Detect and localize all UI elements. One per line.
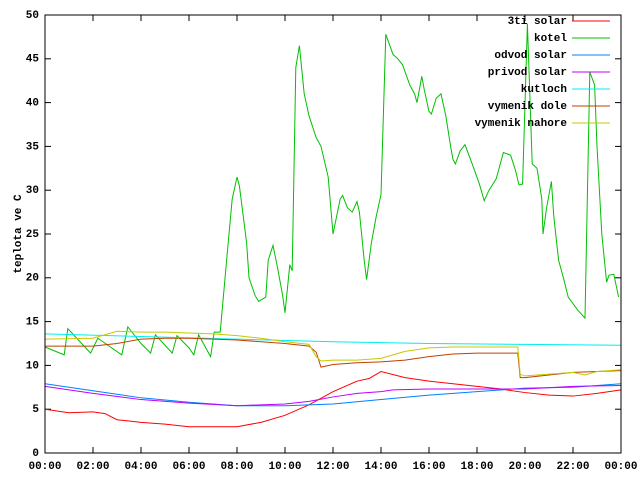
legend-label: kotel: [534, 33, 567, 45]
legend-label: privod solar: [488, 67, 567, 79]
x-tick-label: 18:00: [460, 461, 493, 473]
y-tick-label: 5: [32, 404, 39, 416]
legend-label: 3ti solar: [508, 16, 567, 28]
y-tick-label: 0: [32, 448, 39, 460]
y-tick-label: 45: [26, 54, 40, 66]
series-line: [44, 23, 620, 359]
legend-label: kutloch: [521, 84, 567, 96]
legend-label: odvod solar: [494, 50, 567, 62]
legend-label: vymenik nahore: [475, 118, 568, 130]
series-line: [44, 383, 622, 407]
series-line: [44, 333, 622, 346]
x-tick-label: 08:00: [220, 461, 253, 473]
series-line: [44, 385, 622, 407]
y-tick-label: 20: [26, 273, 39, 285]
x-tick-label: 00:00: [604, 461, 637, 473]
series-line: [44, 330, 622, 377]
y-axis-label: teplota ve C: [13, 194, 25, 274]
plot-frame: [44, 14, 622, 454]
x-tick-label: 20:00: [508, 461, 541, 473]
y-tick-label: 35: [26, 141, 40, 153]
x-tick-label: 04:00: [124, 461, 157, 473]
y-tick-label: 40: [26, 98, 39, 110]
y-tick-label: 30: [26, 185, 39, 197]
y-tick-label: 15: [26, 317, 40, 329]
x-tick-label: 22:00: [556, 461, 589, 473]
y-tick-label: 50: [26, 10, 39, 22]
x-tick-label: 10:00: [268, 461, 301, 473]
x-tick-label: 16:00: [412, 461, 445, 473]
series-line: [45, 337, 622, 379]
y-tick-label: 25: [26, 229, 40, 241]
series-line: [44, 370, 622, 428]
x-tick-label: 06:00: [172, 461, 205, 473]
x-tick-label: 14:00: [364, 461, 397, 473]
x-tick-label: 02:00: [76, 461, 109, 473]
y-tick-label: 10: [26, 360, 39, 372]
x-tick-label: 12:00: [316, 461, 349, 473]
x-tick-label: 00:00: [28, 461, 61, 473]
legend-label: vymenik dole: [488, 101, 568, 113]
